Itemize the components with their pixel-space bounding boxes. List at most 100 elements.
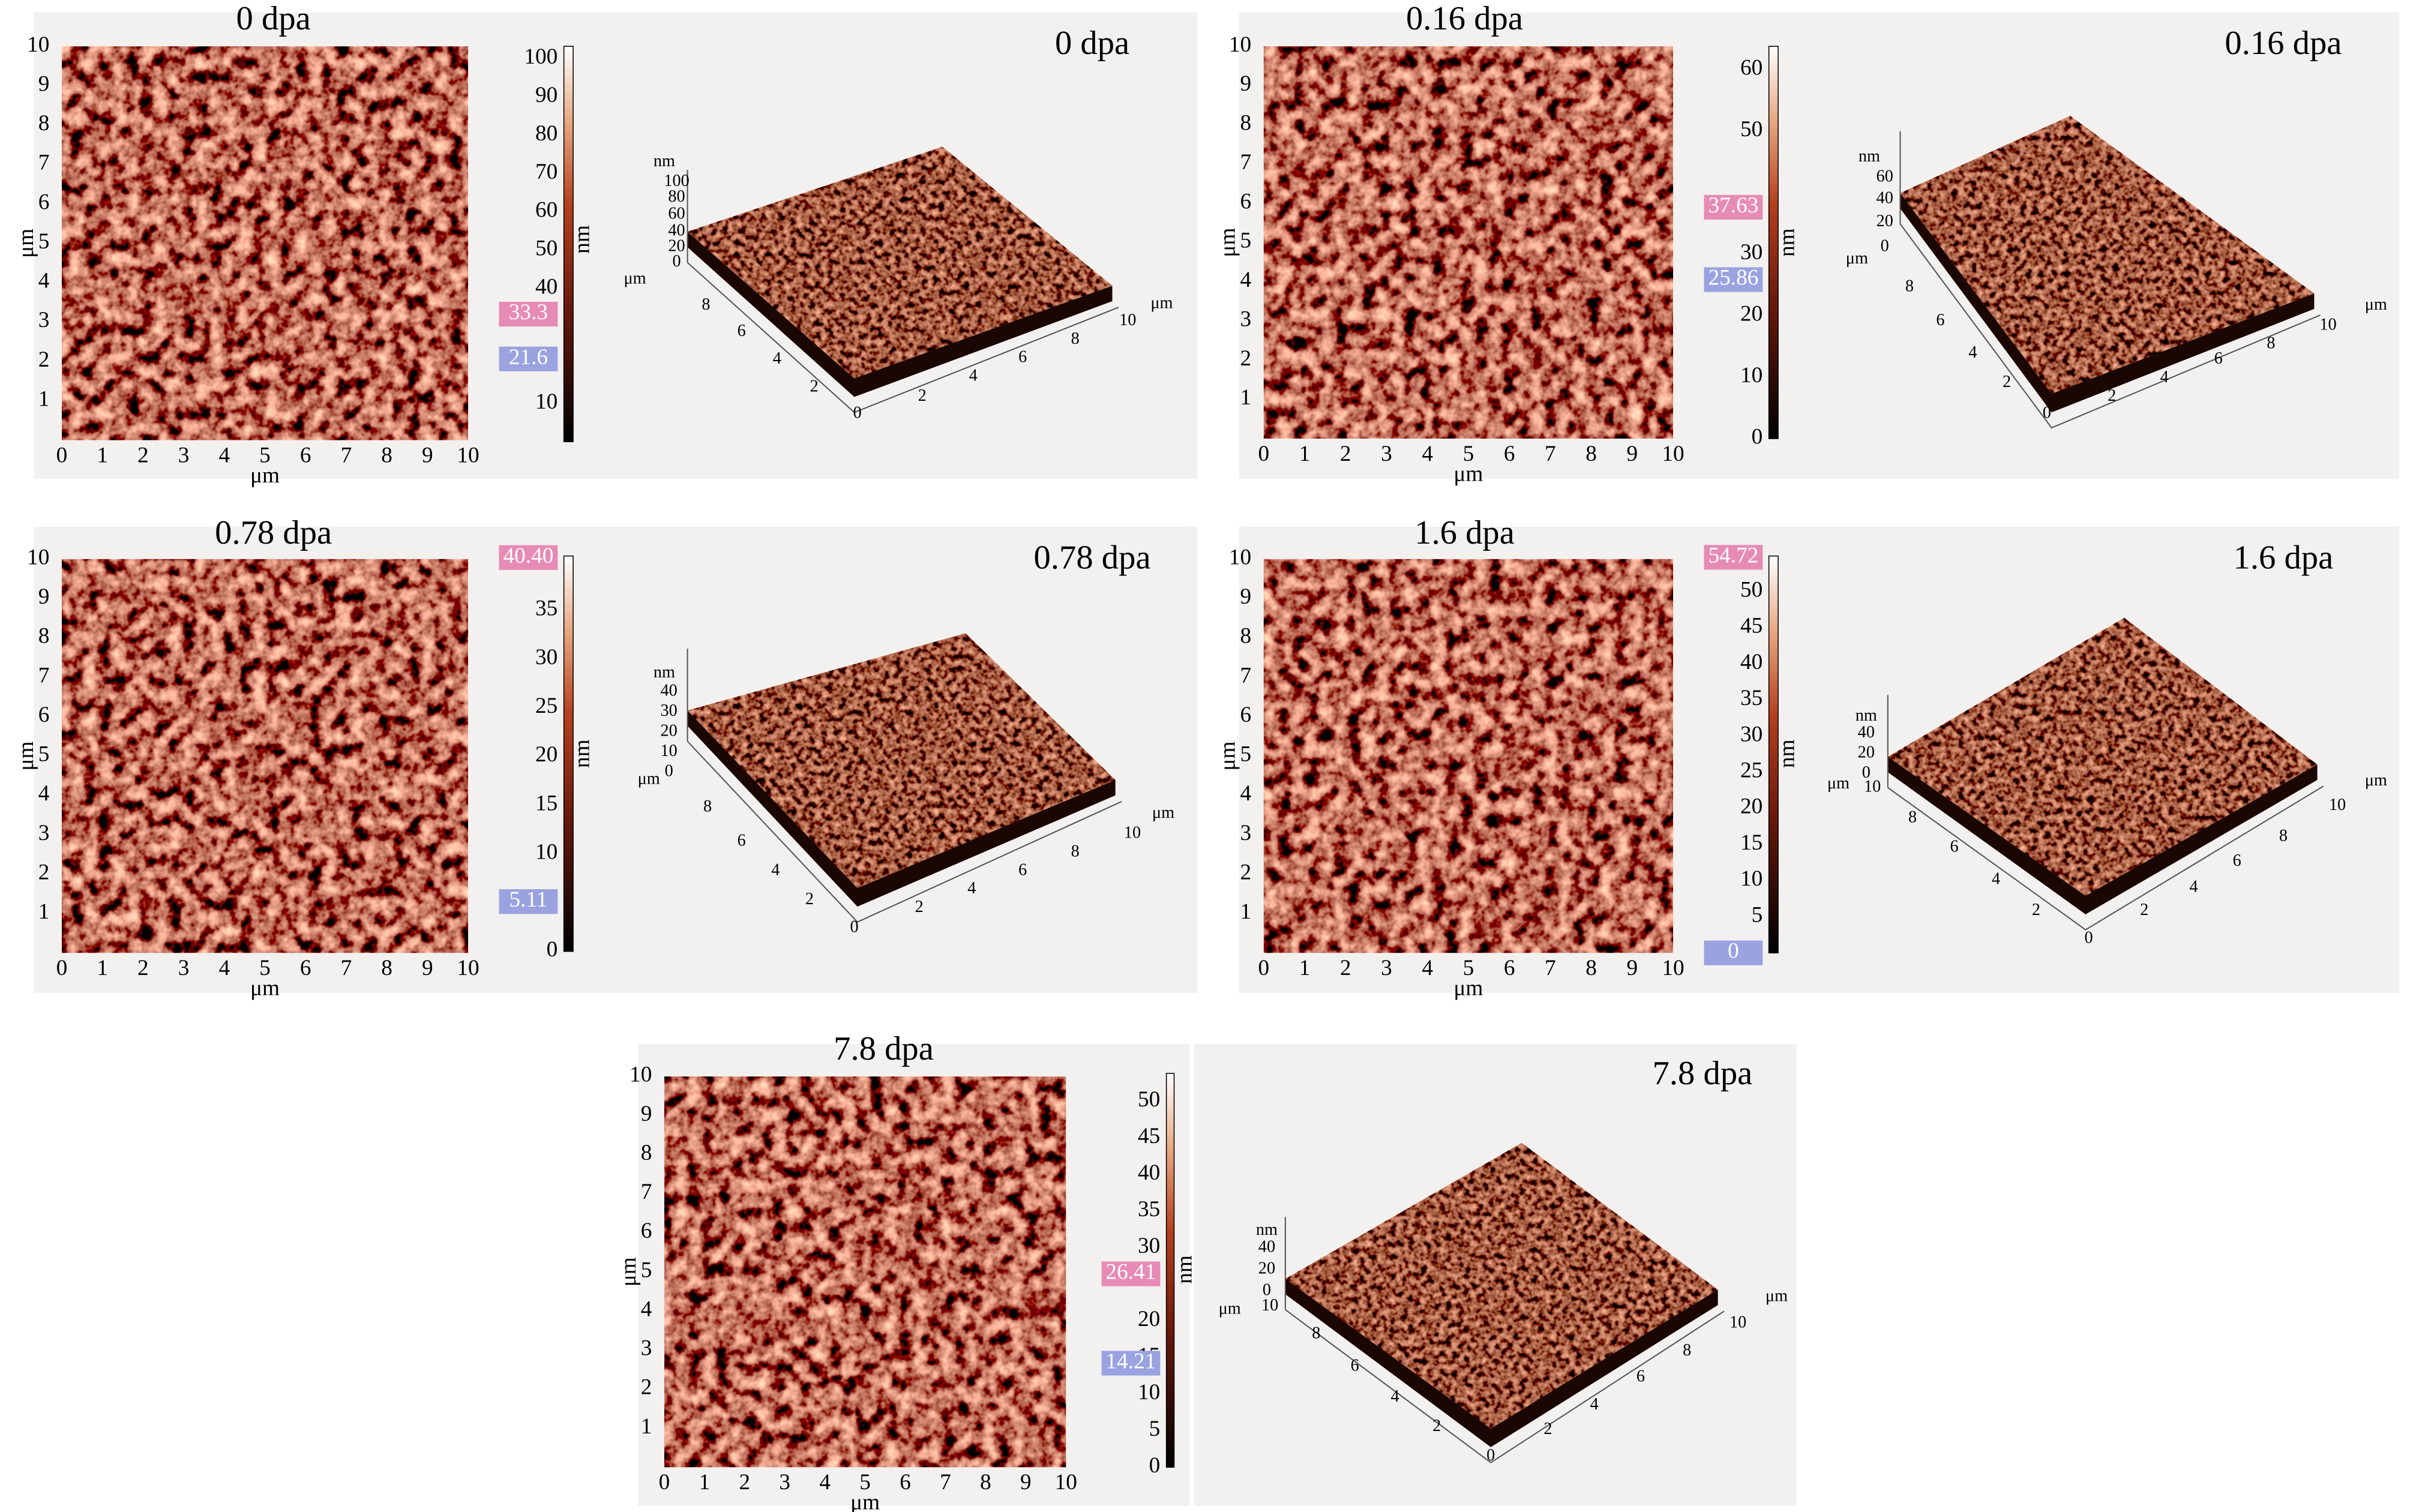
colorbar-tick-label: 40 — [1740, 650, 1762, 674]
x-tick-label: 2 — [918, 386, 927, 405]
colorbar-marker — [1101, 1351, 1161, 1376]
colorbar — [563, 46, 574, 442]
z-tick-label: 20 — [661, 722, 678, 740]
x-axis-label: μm — [1152, 803, 1174, 822]
x-axis-label: μm — [1150, 294, 1173, 313]
y-tick-label: 8 — [1240, 624, 1252, 649]
colorbar-marker-label: 0 — [1728, 939, 1739, 964]
y-tick-label: 8 — [1240, 111, 1252, 136]
y-tick-label: 7 — [641, 1180, 652, 1204]
z-tick-label: 30 — [661, 701, 678, 720]
y-tick-label: 10 — [1864, 777, 1881, 796]
colorbar-tick-label: 80 — [535, 121, 557, 146]
colorbar-tick-label: 10 — [535, 389, 557, 414]
x-tick-label: 2 — [1340, 442, 1351, 466]
z-tick-label: 0 — [1263, 1280, 1271, 1299]
y-tick-label: 8 — [703, 797, 712, 816]
x-axis-label: μm — [2365, 295, 2387, 314]
afm-height-map — [61, 46, 469, 440]
x-tick-label: 10 — [1662, 956, 1684, 980]
y-tick-label: 7 — [1240, 663, 1252, 688]
x-tick-label: 2 — [137, 443, 149, 467]
y-tick-label: 2 — [641, 1375, 652, 1400]
z-axis-label: nm — [1859, 147, 1880, 166]
colorbar-tick-label: 40 — [1138, 1160, 1160, 1185]
y-tick-label: 6 — [738, 831, 746, 850]
map-title: 0.78 dpa — [215, 514, 332, 551]
colorbar-tick-label: 100 — [524, 44, 557, 69]
y-tick-label: 10 — [1261, 1296, 1278, 1315]
y-tick-label: 6 — [38, 703, 50, 727]
y-tick-label: 2 — [2003, 373, 2011, 391]
colorbar-marker — [1704, 267, 1763, 292]
x-axis-label: μm — [250, 976, 280, 1001]
y-tick-label: 6 — [1240, 189, 1252, 214]
y-axis-label: μm — [1219, 1299, 1241, 1318]
surface-topography — [687, 146, 1113, 379]
colorbar-tick-label: 45 — [1740, 614, 1762, 638]
z-tick-label: 40 — [668, 221, 685, 240]
y-tick-label: 1 — [38, 899, 50, 924]
x-tick-label: 4 — [2160, 368, 2169, 386]
colorbar-tick-label: 30 — [1138, 1234, 1160, 1258]
y-tick-label: 5 — [1240, 742, 1252, 767]
x-tick-label: 0 — [1258, 956, 1269, 980]
y-tick-label: 1 — [1240, 899, 1252, 924]
colorbar-tick-label: 10 — [1740, 363, 1762, 388]
x-tick-label: 0 — [659, 1470, 670, 1495]
y-tick-label: 6 — [641, 1219, 652, 1243]
y-axis-label: μm — [1216, 741, 1240, 770]
y-tick-label: 2 — [1240, 346, 1252, 371]
y-tick-label: 2 — [38, 860, 50, 884]
x-tick-label: 8 — [1683, 1341, 1691, 1360]
x-tick-label: 9 — [1626, 956, 1638, 980]
surface-title: 0.16 dpa — [2225, 25, 2342, 62]
colorbar-marker-label: 33.3 — [509, 300, 548, 325]
x-tick-label: 4 — [218, 956, 230, 980]
y-tick-label: 9 — [641, 1102, 652, 1126]
y-axis-label: μm — [638, 769, 660, 788]
x-tick-label: 5 — [259, 956, 271, 980]
z-tick-label: 20 — [1877, 212, 1893, 230]
z-tick-label: 20 — [1858, 743, 1875, 762]
colorbar-tick-label: 20 — [1138, 1307, 1160, 1331]
y-axis-label: μm — [1827, 774, 1850, 793]
surface-skirt — [687, 710, 1116, 907]
y-tick-label: 10 — [1229, 32, 1251, 57]
x-tick-label: 7 — [341, 956, 352, 980]
colorbar-tick-label: 5 — [1752, 903, 1763, 928]
colorbar-tick-label: 10 — [535, 840, 557, 865]
surface-topography — [1285, 1142, 1718, 1429]
afm-height-map — [664, 1076, 1066, 1468]
x-tick-label: 10 — [1119, 311, 1136, 329]
map-title: 0.16 dpa — [1406, 0, 1523, 37]
y-tick-label: 0 — [2043, 403, 2051, 422]
x-tick-label: 4 — [2190, 878, 2198, 896]
colorbar-label: nm — [1173, 1255, 1197, 1284]
y-tick-label: 8 — [1905, 277, 1914, 295]
x-tick-label: 10 — [2319, 316, 2336, 334]
surface-axis — [1285, 1309, 1725, 1463]
colorbar-marker — [1704, 194, 1763, 220]
x-tick-label: 4 — [1590, 1395, 1599, 1414]
z-tick-label: 40 — [1258, 1237, 1275, 1256]
y-tick-label: 5 — [1240, 229, 1252, 253]
x-tick-label: 10 — [2329, 796, 2346, 814]
x-tick-label: 1 — [97, 956, 108, 980]
colorbar — [1768, 46, 1779, 439]
y-tick-label: 8 — [1312, 1324, 1320, 1342]
y-tick-label: 4 — [1240, 268, 1252, 292]
colorbar-marker-label: 26.41 — [1105, 1260, 1156, 1285]
x-tick-label: 8 — [2267, 334, 2275, 353]
y-tick-label: 4 — [1391, 1387, 1399, 1406]
colorbar-marker-label: 25.86 — [1708, 266, 1758, 290]
colorbar-tick-label: 50 — [1740, 117, 1762, 142]
z-tick-label: 20 — [1258, 1259, 1275, 1277]
x-tick-label: 0 — [56, 443, 68, 467]
x-axis-label: μm — [1453, 461, 1483, 486]
x-tick-label: 4 — [969, 367, 978, 385]
surface-skirt — [687, 232, 1113, 397]
x-tick-label: 8 — [2279, 827, 2288, 845]
colorbar — [1768, 555, 1779, 953]
